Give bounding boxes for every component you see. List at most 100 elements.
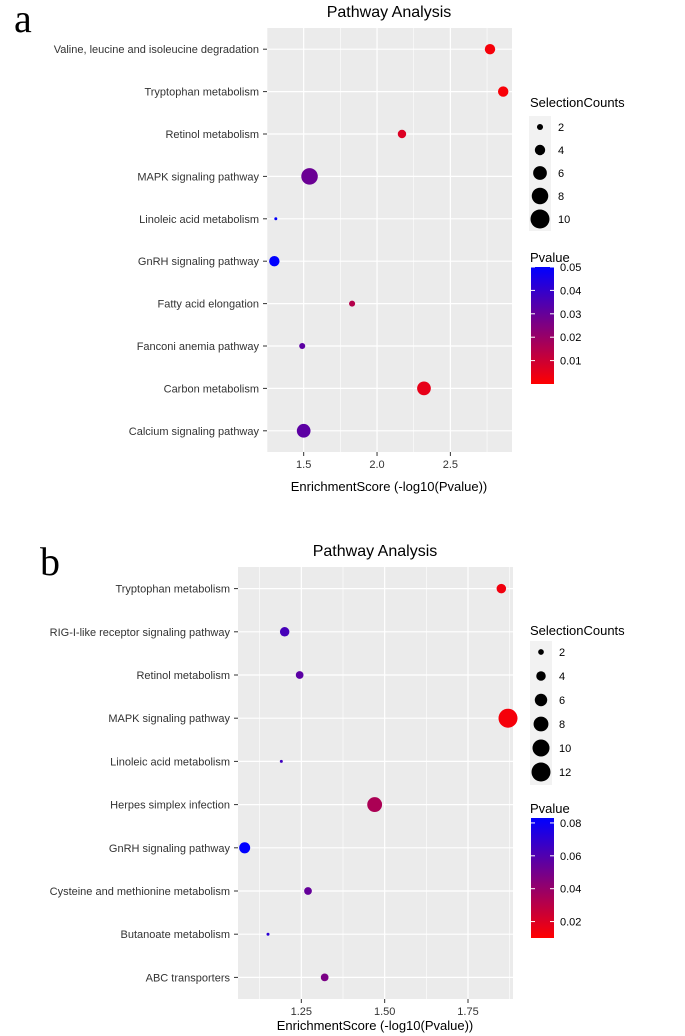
panel-a-size-legend: 2 4 6 8 10 bbox=[529, 116, 570, 231]
panel-b-title: Pathway Analysis bbox=[313, 543, 438, 560]
data-point bbox=[496, 583, 507, 594]
data-point bbox=[266, 932, 270, 936]
x-tick-label: 2.5 bbox=[443, 459, 458, 471]
data-point bbox=[279, 627, 290, 637]
data-point bbox=[484, 44, 496, 55]
category-label: Tryptophan metabolism bbox=[144, 87, 259, 99]
color-legend-label: 0.06 bbox=[560, 851, 581, 863]
category-label: Retinol metabolism bbox=[136, 670, 230, 682]
category-label: Retinol metabolism bbox=[165, 129, 259, 141]
category-label: Fanconi anemia pathway bbox=[137, 341, 260, 353]
size-legend-label: 4 bbox=[558, 145, 564, 157]
size-legend-key bbox=[532, 739, 550, 757]
category-label: Fatty acid elongation bbox=[157, 299, 259, 311]
color-legend-label: 0.05 bbox=[560, 262, 581, 274]
x-tick-label: 2.0 bbox=[369, 459, 384, 471]
panel-a-x-axis-label: EnrichmentScore (-log10(Pvalue)) bbox=[291, 479, 488, 494]
panel-a: a Pathway Analysis Valine, leucine and i… bbox=[14, 0, 625, 494]
category-label: RIG-I-like receptor signaling pathway bbox=[50, 627, 231, 639]
category-label: MAPK signaling pathway bbox=[108, 713, 230, 725]
data-point bbox=[299, 342, 306, 350]
size-legend-label: 4 bbox=[559, 671, 565, 683]
panel-a-color-legend-title: Pvalue bbox=[530, 250, 570, 265]
panel-b-x-ticks: 1.25 1.50 1.75 bbox=[291, 999, 479, 1018]
size-legend-label: 2 bbox=[558, 122, 564, 134]
panel-a-color-bar bbox=[531, 267, 554, 384]
size-legend-label: 10 bbox=[558, 214, 570, 226]
data-point bbox=[296, 423, 311, 438]
size-legend-label: 6 bbox=[558, 168, 564, 180]
color-legend-label: 0.01 bbox=[560, 356, 581, 368]
color-legend-label: 0.03 bbox=[560, 309, 581, 321]
size-legend-label: 2 bbox=[559, 647, 565, 659]
data-point bbox=[320, 973, 329, 982]
x-tick-label: 1.5 bbox=[296, 459, 311, 471]
data-point bbox=[279, 759, 283, 763]
category-label: Calcium signaling pathway bbox=[129, 426, 260, 438]
data-point bbox=[304, 887, 312, 895]
panel-b-size-legend-title: SelectionCounts bbox=[530, 623, 625, 638]
size-legend-key bbox=[538, 649, 544, 655]
panel-a-size-legend-title: SelectionCounts bbox=[530, 95, 625, 110]
size-legend-key bbox=[533, 716, 549, 732]
size-legend-label: 6 bbox=[559, 695, 565, 707]
size-legend-key bbox=[530, 209, 550, 229]
panel-b-color-bar bbox=[531, 818, 554, 938]
panel-a-plot-background bbox=[267, 28, 512, 452]
data-point bbox=[397, 129, 407, 139]
data-point bbox=[301, 168, 318, 185]
data-point bbox=[295, 671, 304, 679]
category-label: Linoleic acid metabolism bbox=[110, 756, 230, 768]
data-point bbox=[417, 381, 431, 396]
category-label: Cysteine and methionine metabolism bbox=[50, 886, 230, 898]
category-label: Herpes simplex infection bbox=[110, 800, 230, 812]
panel-b-points bbox=[239, 583, 518, 982]
category-label: GnRH signaling pathway bbox=[109, 843, 231, 855]
x-tick-label: 1.50 bbox=[374, 1006, 395, 1018]
panel-a-title: Pathway Analysis bbox=[327, 4, 452, 21]
color-legend-label: 0.02 bbox=[560, 917, 581, 929]
x-tick-label: 1.75 bbox=[457, 1006, 478, 1018]
category-label: Tryptophan metabolism bbox=[115, 584, 230, 596]
size-legend-key bbox=[534, 144, 546, 156]
panel-a-x-ticks: 1.5 2.0 2.5 bbox=[296, 452, 458, 471]
data-point bbox=[269, 256, 280, 267]
color-legend-label: 0.02 bbox=[560, 332, 581, 344]
panel-b-x-axis-label: EnrichmentScore (-log10(Pvalue)) bbox=[277, 1018, 474, 1033]
category-label: ABC transporters bbox=[146, 972, 231, 984]
category-label: GnRH signaling pathway bbox=[138, 256, 260, 268]
category-label: Butanoate metabolism bbox=[121, 929, 230, 941]
panel-a-points bbox=[269, 44, 509, 438]
size-legend-key bbox=[536, 123, 544, 131]
color-legend-label: 0.04 bbox=[560, 285, 581, 297]
panel-a-color-legend-ticks: 0.01 0.02 0.03 0.04 0.05 bbox=[531, 262, 581, 368]
data-point bbox=[349, 300, 356, 307]
panel-b-color-legend-title: Pvalue bbox=[530, 801, 570, 816]
panel-b-category-labels: Tryptophan metabolism RIG-I-like receptor… bbox=[50, 584, 238, 984]
data-point bbox=[498, 708, 518, 728]
size-legend-label: 8 bbox=[559, 719, 565, 731]
data-point bbox=[497, 86, 509, 97]
panel-b: b Pathway Analysis Tryptophan metabolism… bbox=[40, 539, 625, 1033]
size-legend-key bbox=[533, 166, 547, 180]
color-legend-label: 0.04 bbox=[560, 884, 581, 896]
category-label: Carbon metabolism bbox=[164, 383, 259, 395]
panel-a-letter: a bbox=[14, 0, 32, 41]
size-legend-key bbox=[531, 762, 551, 782]
size-legend-key bbox=[536, 671, 546, 681]
x-tick-label: 1.25 bbox=[291, 1006, 312, 1018]
data-point bbox=[274, 217, 278, 221]
data-point bbox=[239, 842, 251, 854]
panel-a-category-labels: Valine, leucine and isoleucine degradati… bbox=[54, 44, 267, 438]
color-legend-label: 0.08 bbox=[560, 818, 581, 830]
size-legend-key bbox=[534, 693, 548, 707]
panel-b-size-legend: 2 4 6 8 10 12 bbox=[530, 641, 571, 785]
data-point bbox=[367, 797, 383, 813]
panel-b-letter: b bbox=[40, 539, 60, 584]
panel-b-gridlines bbox=[238, 567, 513, 999]
category-label: Valine, leucine and isoleucine degradati… bbox=[54, 44, 259, 56]
category-label: MAPK signaling pathway bbox=[137, 171, 259, 183]
size-legend-key bbox=[531, 187, 549, 205]
panel-b-plot-background bbox=[238, 567, 513, 999]
